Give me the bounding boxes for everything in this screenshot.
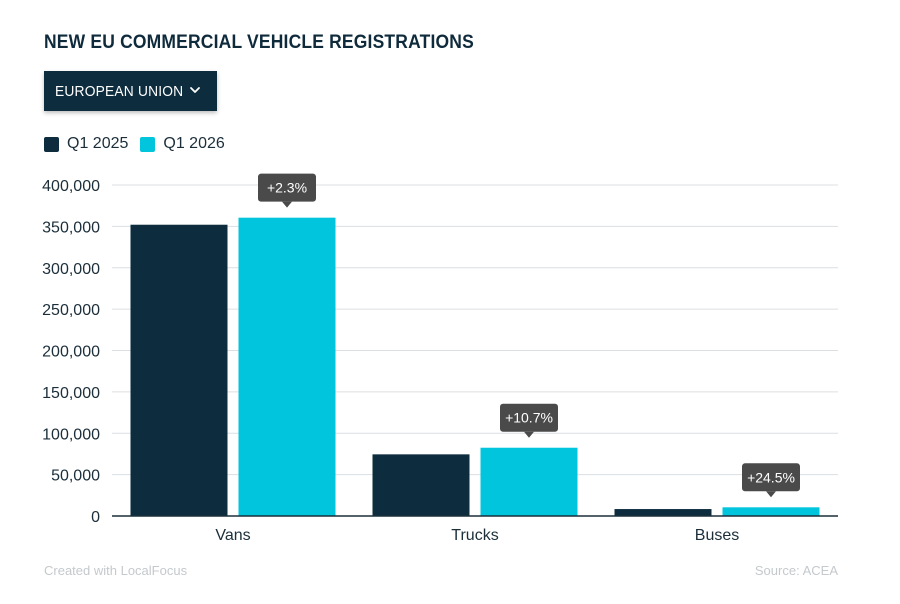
change-tooltip-box <box>742 463 800 492</box>
change-label: +2.3% <box>267 180 307 196</box>
change-tooltip-pointer <box>524 431 534 438</box>
bar-vans-q1-2026[interactable] <box>238 217 336 516</box>
change-label: +10.7% <box>505 410 553 426</box>
legend-label-q1-2025: Q1 2025 <box>67 135 129 152</box>
y-tick-label: 0 <box>91 509 100 526</box>
region-dropdown[interactable]: EUROPEAN UNION <box>44 71 217 111</box>
legend-swatch-q1-2026 <box>140 136 156 152</box>
y-tick-label: 400,000 <box>42 178 100 195</box>
chart-legend: Q1 2025 Q1 2026 <box>44 135 237 153</box>
change-tooltip: +10.7% <box>500 403 558 438</box>
legend-item-q1-2025[interactable]: Q1 2025 <box>44 135 128 153</box>
footer-source: Source: ACEA <box>754 563 838 578</box>
x-tick-label: Vans <box>215 527 250 544</box>
chevron-down-icon <box>190 87 200 93</box>
legend-swatch-q1-2025 <box>44 136 59 152</box>
bar-vans-q1-2025[interactable] <box>130 224 228 516</box>
change-tooltip: +2.3% <box>258 173 316 208</box>
footer-credit: Created with LocalFocus <box>44 563 188 578</box>
change-tooltip-pointer <box>766 491 776 498</box>
y-tick-label: 300,000 <box>42 261 100 278</box>
y-tick-label: 350,000 <box>42 219 100 236</box>
change-label: +24.5% <box>747 469 795 485</box>
change-tooltip-box <box>500 403 558 432</box>
bar-buses-q1-2026[interactable] <box>722 507 820 516</box>
legend-label-q1-2026: Q1 2026 <box>163 135 225 152</box>
bar-buses-q1-2025[interactable] <box>614 509 712 516</box>
y-tick-label: 200,000 <box>42 344 100 361</box>
bar-trucks-q1-2026[interactable] <box>480 447 578 516</box>
bar-trucks-q1-2025[interactable] <box>372 454 470 516</box>
y-tick-label: 250,000 <box>42 302 100 319</box>
region-dropdown-label: EUROPEAN UNION <box>55 82 184 100</box>
y-tick-label: 100,000 <box>42 426 100 443</box>
y-tick-label: 150,000 <box>42 385 100 402</box>
change-tooltip: +24.5% <box>742 463 800 498</box>
x-tick-label: Buses <box>695 527 739 544</box>
x-tick-label: Trucks <box>451 527 498 544</box>
change-tooltip-pointer <box>282 201 292 208</box>
legend-item-q1-2026[interactable]: Q1 2026 <box>140 135 225 153</box>
chart-title: NEW EU COMMERCIAL VEHICLE REGISTRATIONS <box>44 32 474 53</box>
change-tooltip-box <box>258 173 316 202</box>
y-tick-label: 50,000 <box>51 468 100 485</box>
